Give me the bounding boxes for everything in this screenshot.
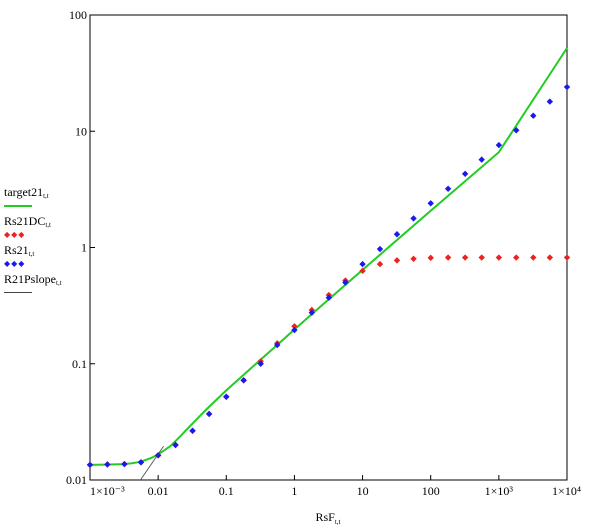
data-point-rs21 [121,460,128,468]
data-point-rs21 [461,170,469,178]
legend-swatch-rs21dc: ◆◆◆ [4,230,26,239]
y-tick-label: 0.01 [66,473,87,487]
legend-swatch-target21 [4,202,32,210]
data-point-rs21 [410,215,417,222]
data-point-rs21 [223,393,230,400]
data-point-rs21dc [546,254,554,261]
series-layer [86,47,571,481]
data-point-rs21 [530,112,537,119]
data-point-rs21 [513,127,520,134]
x-tick-label: 0.01 [148,484,169,498]
y-tick-label: 100 [69,8,87,22]
data-point-rs21 [154,452,162,459]
data-point-rs21dc [427,254,434,262]
data-point-rs21 [205,410,213,418]
data-point-rs21 [240,377,247,384]
data-point-rs21dc [376,260,384,268]
x-tick-label: 1×10³ [485,484,514,498]
data-point-rs21dc [495,254,503,261]
data-point-rs21dc [359,267,366,275]
x-axis-ticks: 1×10⁻³ 0.01 0.1 1 10 100 1×10³ 1×10⁴ [89,475,581,498]
data-point-rs21dc [530,254,537,261]
data-point-rs21 [189,427,196,434]
data-point-rs21 [393,231,401,238]
legend-entry-rs21dc: Rs21DCt,t ◆◆◆ [4,215,84,244]
legend-label-r21pslope: R21Pslopet,t [4,272,62,288]
y-tick-label: 0.1 [72,357,87,371]
data-point-rs21 [137,459,145,466]
x-axis-label: RsFt,t [316,510,341,526]
data-point-rs21dc [444,254,452,261]
legend: target21t,t Rs21DCt,t ◆◆◆ Rs21t,t ◆◆◆ R2… [4,186,84,302]
data-point-rs21 [172,441,179,449]
data-point-rs21 [342,279,349,286]
data-point-rs21dc [513,254,520,261]
x-axis-label-text: RsF [316,510,336,524]
data-point-rs21 [291,326,298,334]
x-tick-label: 1 [291,484,297,498]
data-point-rs21 [359,260,366,268]
series-line-r21pslope [140,446,164,481]
data-point-rs21 [257,360,264,367]
data-point-rs21 [274,341,281,349]
legend-entry-target21: target21t,t [4,186,84,215]
data-point-rs21 [495,141,503,149]
legend-label-rs21: Rs21t,t [4,243,35,259]
data-point-rs21dc [563,254,571,261]
legend-swatch-r21pslope [4,289,32,297]
x-tick-label: 0.1 [219,484,234,498]
data-point-rs21 [427,200,434,207]
data-point-rs21 [376,245,384,253]
x-tick-label: 1×10⁻³ [90,484,125,498]
legend-swatch-rs21: ◆◆◆ [4,259,26,268]
data-point-rs21dc [291,323,298,330]
legend-entry-rs21: Rs21t,t ◆◆◆ [4,244,84,273]
legend-label-rs21dc: Rs21DCt,t [4,214,51,230]
legend-entry-r21pslope: R21Pslopet,t [4,273,84,302]
y-tick-label: 1 [81,241,87,255]
x-axis-label-subscript: t,t [335,518,341,526]
series-line-target21 [89,47,568,466]
data-point-rs21dc [393,257,401,264]
data-point-rs21 [325,294,333,301]
x-tick-label: 100 [422,484,440,498]
data-point-rs21dc [410,255,417,262]
data-point-rs21 [104,461,111,468]
plot-area [89,14,568,481]
data-point-rs21dc [478,254,485,261]
y-axis-ticks: 0.01 0.1 1 10 100 [66,8,95,487]
y-tick-label: 10 [75,124,87,138]
x-tick-label: 10 [357,484,369,498]
data-point-rs21 [478,156,485,163]
data-point-rs21 [563,83,571,91]
legend-label-target21: target21t,t [4,185,49,201]
data-point-rs21 [444,185,452,192]
x-tick-label: 1×10⁴ [552,484,581,498]
data-point-rs21dc [461,254,469,261]
data-point-rs21 [308,309,316,316]
data-point-rs21 [86,461,94,469]
data-point-rs21 [546,98,554,105]
